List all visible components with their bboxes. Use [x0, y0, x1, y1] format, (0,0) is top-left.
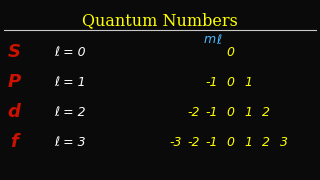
- Text: 1: 1: [244, 75, 252, 89]
- Text: ℓ = 0: ℓ = 0: [54, 46, 86, 58]
- Text: 1: 1: [244, 136, 252, 148]
- Text: m: m: [204, 33, 216, 46]
- Text: -1: -1: [206, 105, 218, 118]
- Text: 2: 2: [262, 136, 270, 148]
- Text: ℓ = 3: ℓ = 3: [54, 136, 86, 148]
- Text: 3: 3: [280, 136, 288, 148]
- Text: -2: -2: [188, 136, 200, 148]
- Text: P: P: [7, 73, 20, 91]
- Text: -3: -3: [170, 136, 182, 148]
- Text: S: S: [7, 43, 20, 61]
- Text: -2: -2: [188, 105, 200, 118]
- Text: 0: 0: [226, 105, 234, 118]
- Text: 0: 0: [226, 136, 234, 148]
- Text: ℓ = 2: ℓ = 2: [54, 105, 86, 118]
- Text: 1: 1: [244, 105, 252, 118]
- Text: -1: -1: [206, 136, 218, 148]
- Text: Quantum Numbers: Quantum Numbers: [82, 12, 238, 29]
- Text: f: f: [10, 133, 18, 151]
- Text: 2: 2: [262, 105, 270, 118]
- Text: ℓ = 1: ℓ = 1: [54, 75, 86, 89]
- Text: -1: -1: [206, 75, 218, 89]
- Text: ℓ: ℓ: [216, 34, 221, 47]
- Text: 0: 0: [226, 75, 234, 89]
- Text: d: d: [8, 103, 20, 121]
- Text: 0: 0: [226, 46, 234, 58]
